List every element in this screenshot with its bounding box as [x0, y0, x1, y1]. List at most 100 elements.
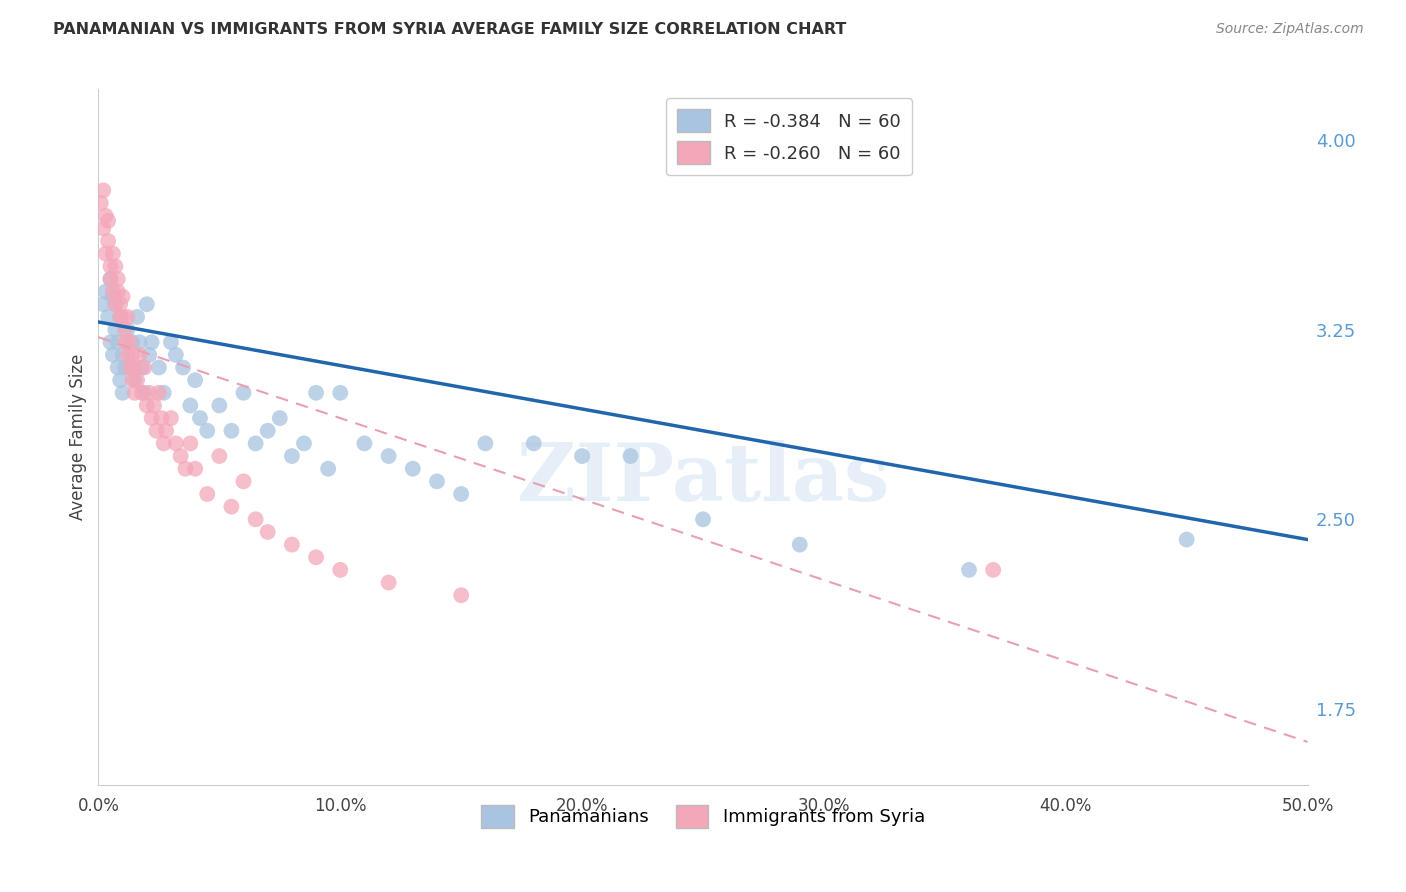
Point [316, 461, 339, 475]
Point [101, 285, 124, 299]
Point [208, 449, 231, 463]
Point [100, 272, 122, 286]
Point [134, 385, 156, 400]
Point [94, 246, 117, 260]
Point [121, 335, 143, 350]
Point [97, 213, 120, 227]
Point [117, 310, 139, 324]
Point [118, 360, 141, 375]
Point [131, 360, 153, 375]
Point [107, 272, 129, 286]
Point [124, 360, 146, 375]
Point [377, 449, 399, 463]
Point [127, 373, 149, 387]
Point [141, 335, 163, 350]
Point [692, 512, 714, 526]
Point [104, 322, 127, 336]
Point [184, 373, 207, 387]
Point [474, 436, 496, 450]
Point [91, 221, 114, 235]
Point [450, 487, 472, 501]
Point [152, 385, 174, 400]
Point [329, 385, 352, 400]
Point [97, 310, 120, 324]
Point [377, 575, 399, 590]
Point [128, 348, 150, 362]
Point [232, 385, 254, 400]
Point [571, 449, 593, 463]
Point [353, 436, 375, 450]
Point [121, 348, 143, 362]
Point [281, 449, 304, 463]
Point [134, 360, 156, 375]
Point [104, 297, 127, 311]
Point [100, 272, 122, 286]
Point [94, 209, 117, 223]
Point [104, 260, 127, 274]
Point [155, 424, 177, 438]
Point [100, 260, 122, 274]
Point [256, 524, 278, 539]
Legend: Panamanians, Immigrants from Syria: Panamanians, Immigrants from Syria [470, 794, 936, 838]
Y-axis label: Average Family Size: Average Family Size [69, 354, 87, 520]
Point [179, 399, 201, 413]
Point [114, 322, 136, 336]
Point [114, 360, 136, 375]
Point [101, 290, 124, 304]
Point [91, 297, 114, 311]
Point [165, 436, 187, 450]
Point [450, 588, 472, 602]
Point [111, 290, 134, 304]
Point [150, 411, 173, 425]
Point [107, 285, 129, 299]
Point [232, 475, 254, 489]
Point [117, 348, 139, 362]
Point [107, 360, 129, 375]
Point [619, 449, 641, 463]
Point [124, 385, 146, 400]
Point [91, 183, 114, 197]
Point [402, 461, 425, 475]
Point [329, 563, 352, 577]
Point [281, 538, 304, 552]
Point [188, 411, 211, 425]
Point [108, 373, 131, 387]
Point [148, 385, 170, 400]
Point [121, 373, 143, 387]
Point [117, 322, 139, 336]
Point [108, 297, 131, 311]
Point [305, 385, 328, 400]
Point [131, 385, 153, 400]
Point [789, 538, 811, 552]
Point [245, 436, 267, 450]
Point [127, 310, 149, 324]
Point [101, 246, 124, 260]
Text: ZIPatlas: ZIPatlas [517, 440, 889, 518]
Point [305, 550, 328, 565]
Point [135, 297, 157, 311]
Point [221, 500, 243, 514]
Point [111, 310, 134, 324]
Point [101, 348, 124, 362]
Point [523, 436, 546, 450]
Point [184, 461, 207, 475]
Point [118, 335, 141, 350]
Point [195, 487, 218, 501]
Point [245, 512, 267, 526]
Point [100, 335, 122, 350]
Point [107, 335, 129, 350]
Point [1175, 533, 1198, 547]
Point [114, 335, 136, 350]
Point [141, 411, 163, 425]
Point [118, 360, 141, 375]
Point [172, 360, 194, 375]
Point [174, 461, 197, 475]
Point [104, 297, 127, 311]
Point [160, 335, 183, 350]
Point [179, 436, 201, 450]
Point [111, 385, 134, 400]
Point [128, 335, 150, 350]
Point [111, 348, 134, 362]
Point [108, 310, 131, 324]
Point [169, 449, 191, 463]
